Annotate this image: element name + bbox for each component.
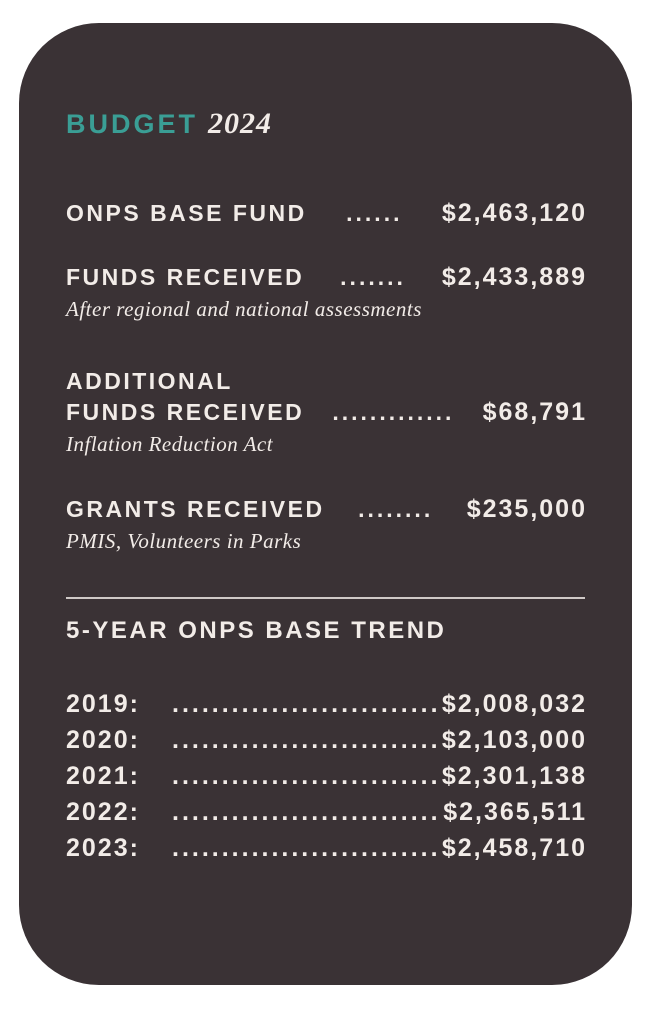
row-label-line1: ADDITIONAL (66, 368, 233, 394)
trend-year: 2023: (66, 834, 140, 862)
dot-leader: ........................... (172, 798, 441, 826)
row-label: FUNDS RECEIVED (66, 264, 305, 290)
dot-leader: ....... (340, 264, 406, 290)
row-subtitle: PMIS, Volunteers in Parks (66, 529, 302, 553)
trend-year: 2020: (66, 726, 140, 754)
trend-row-2020: 2020: ........................... $2,103… (66, 722, 585, 758)
trend-list: 2019: ........................... $2,008… (66, 686, 585, 866)
row-subtitle: Inflation Reduction Act (66, 432, 274, 456)
dot-leader: ........................... (172, 762, 441, 790)
title-budget: BUDGET (66, 109, 198, 139)
trend-year: 2021: (66, 762, 140, 790)
section-divider (66, 597, 585, 599)
budget-card: BUDGET 2024 ONPS BASE FUND ...... $2,463,… (19, 23, 632, 985)
budget-row-line: ONPS BASE FUND ...... $2,463,120 (66, 198, 585, 228)
budget-row-line: FUNDS RECEIVED ....... $2,433,889 (66, 262, 585, 292)
budget-row-line: FUNDS RECEIVED ............. $68,791 (66, 397, 585, 427)
row-label: ONPS BASE FUND (66, 200, 307, 226)
dot-leader: ........................... (172, 690, 441, 718)
trend-value: $2,301,138 (441, 762, 587, 790)
trend-value: $2,365,511 (443, 798, 587, 826)
card-title: BUDGET 2024 (66, 107, 585, 146)
row-value: $2,463,120 (441, 199, 587, 227)
trend-row-2022: 2022: ........................... $2,365… (66, 794, 585, 830)
row-subtitle: After regional and national assessments (66, 297, 422, 321)
dot-leader: ........................... (172, 834, 441, 862)
trend-row-2019: 2019: ........................... $2,008… (66, 686, 585, 722)
budget-row-line: GRANTS RECEIVED ........ $235,000 (66, 494, 585, 524)
budget-row-funds-received: FUNDS RECEIVED ....... $2,433,889 After … (66, 262, 585, 323)
trend-value: $2,103,000 (441, 726, 587, 754)
trend-row-2021: 2021: ........................... $2,301… (66, 758, 585, 794)
dot-leader: ........ (358, 496, 434, 522)
row-value: $235,000 (466, 495, 587, 523)
title-year: 2024 (208, 107, 272, 140)
trend-value: $2,458,710 (441, 834, 587, 862)
dot-leader: ...... (346, 200, 403, 226)
trend-heading: 5-YEAR ONPS BASE TREND (66, 617, 447, 644)
trend-row-2023: 2023: ........................... $2,458… (66, 830, 585, 866)
dot-leader: ........................... (172, 726, 441, 754)
trend-year: 2022: (66, 798, 140, 826)
budget-row-onps-base-fund: ONPS BASE FUND ...... $2,463,120 (66, 198, 585, 228)
row-label: FUNDS RECEIVED (66, 399, 305, 425)
row-value: $68,791 (482, 398, 587, 426)
budget-row-grants-received: GRANTS RECEIVED ........ $235,000 PMIS, … (66, 494, 585, 555)
trend-year: 2019: (66, 690, 140, 718)
row-label: GRANTS RECEIVED (66, 496, 325, 522)
trend-value: $2,008,032 (441, 690, 587, 718)
row-value: $2,433,889 (441, 263, 587, 291)
budget-row-additional-funds: ADDITIONAL FUNDS RECEIVED ............. … (66, 365, 585, 458)
dot-leader: ............. (332, 399, 455, 425)
